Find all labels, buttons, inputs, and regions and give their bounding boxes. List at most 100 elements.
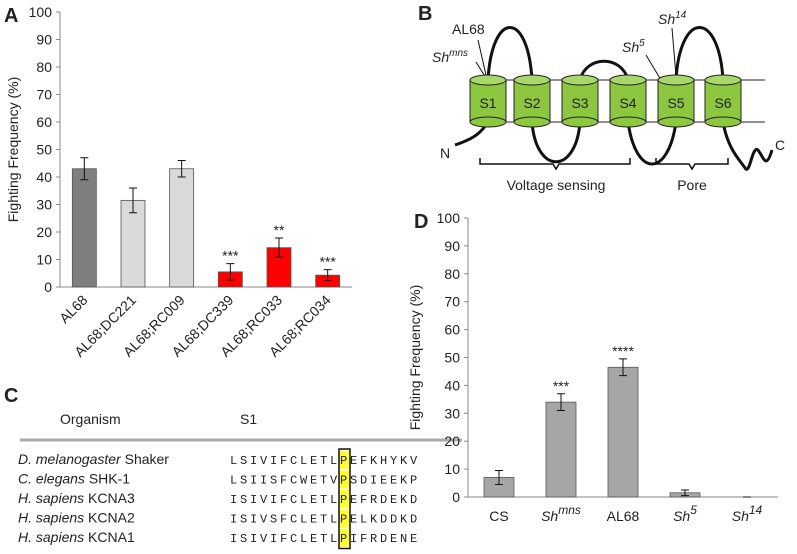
al68-label: AL68 [452,21,485,37]
channel-diagram: B N C AL68 Shmns Sh5 Sh14 Voltage sensin… [418,3,785,193]
y-tick-label: 50 [36,142,52,158]
organism: H. sapiens KCNA3 [18,490,135,506]
panel-label: C [4,385,18,407]
sequence: EFKHYKV [350,454,420,468]
error-bar [681,489,689,497]
sequence: ELKDDKD [350,513,420,527]
organism: D. melanogaster Shaker [18,451,169,467]
arrow [477,39,487,76]
helix-label: S1 [479,95,496,111]
species: C. elegans [18,471,85,487]
helix-top [609,74,647,86]
significance: ** [274,222,285,238]
chain [454,26,774,171]
protein: KCNA1 [84,529,135,545]
x-tick-label: CS [489,508,508,524]
protein: KCNA3 [84,490,135,506]
y-tick-label: 20 [36,224,52,240]
category: CS [489,508,508,524]
x-tick-label: Shmns [541,503,581,524]
y-tick-label: 40 [36,169,52,185]
y-tick-label: 10 [444,461,460,477]
category-superscript: 5 [690,503,697,517]
mutant-label: Sh14 [658,10,687,27]
brace [479,158,631,171]
helix-top [513,74,551,86]
species: H. sapiens [18,490,84,506]
species: D. melanogaster [18,451,122,467]
y-tick-label: 20 [444,433,460,449]
helix-label: S4 [619,95,636,111]
helix-label: S5 [667,95,684,111]
error-bar [226,263,235,281]
bar [607,366,639,498]
helix-label: S6 [714,95,731,111]
site: P [340,493,350,507]
panel-label: A [4,5,18,27]
bar [120,199,146,288]
significance: **** [612,343,634,359]
y-axis-label: Fighting Frequency (%) [5,77,21,223]
helix [469,79,507,123]
y-tick-label: 30 [36,197,52,213]
c-terminus: C [775,137,785,153]
sequence-red: ISIVIFCL [230,532,310,546]
sequence: ETL [310,454,340,468]
x-tick-label: AL68 [607,508,640,524]
n-terminus: N [440,145,450,161]
y-tick-label: 70 [36,87,52,103]
category: Sh [673,508,690,524]
error-bar [323,269,332,282]
column-header: Organism [60,411,121,427]
mutant-label: Shmns [432,48,468,65]
sequence-red: ISIVIFCL [230,493,310,507]
site-highlight [339,529,350,547]
y-tick-label: 100 [29,4,53,20]
sequence: ETL [310,493,340,507]
x-tick-label: Sh14 [732,503,763,524]
sequence: ETL [310,532,340,546]
category: Sh [732,508,749,524]
error-bar [80,157,89,181]
site: P [340,532,350,546]
helix-label: S2 [523,95,540,111]
helix-bottom [657,116,695,128]
helix-bottom [561,116,599,128]
site: P [340,513,350,527]
column-header: S1 [240,411,257,427]
organism: H. sapiens KCNA1 [18,529,135,545]
helix-bottom [513,116,551,128]
y-tick-label: 90 [444,238,460,254]
sequence: EFRDEKD [350,493,420,507]
site: P [340,454,350,468]
sequence: SDIEEKP [350,474,420,488]
y-tick-label: 0 [44,279,52,295]
helix-bottom [609,116,647,128]
helix-bottom [704,116,742,128]
protein: Shaker [121,451,170,467]
sequence: ETL [310,513,340,527]
y-tick-label: 80 [36,59,52,75]
bar [169,168,195,288]
error-bar [557,393,565,412]
region-label: Pore [677,177,707,193]
protein: KCNA2 [84,510,135,526]
helix-top [561,74,599,86]
region-label: Voltage sensing [507,177,606,193]
y-axis-label: Fighting Frequency (%) [407,285,423,431]
category: Sh [541,508,558,524]
protein: SHK-1 [85,471,130,487]
site-highlight [339,490,350,508]
organism: H. sapiens KCNA2 [18,510,135,526]
significance: *** [319,254,336,270]
panel-label: D [414,211,428,233]
x-tick-label: Sh5 [673,503,697,524]
species: H. sapiens [18,529,84,545]
x-tick-label: AL68 [56,292,91,327]
site-box [338,448,351,550]
sequence-red: LSIISFCW [230,474,310,488]
sequence: ETV [310,474,340,488]
bar [545,401,577,498]
significance: *** [553,378,570,394]
helix-top [469,74,507,86]
